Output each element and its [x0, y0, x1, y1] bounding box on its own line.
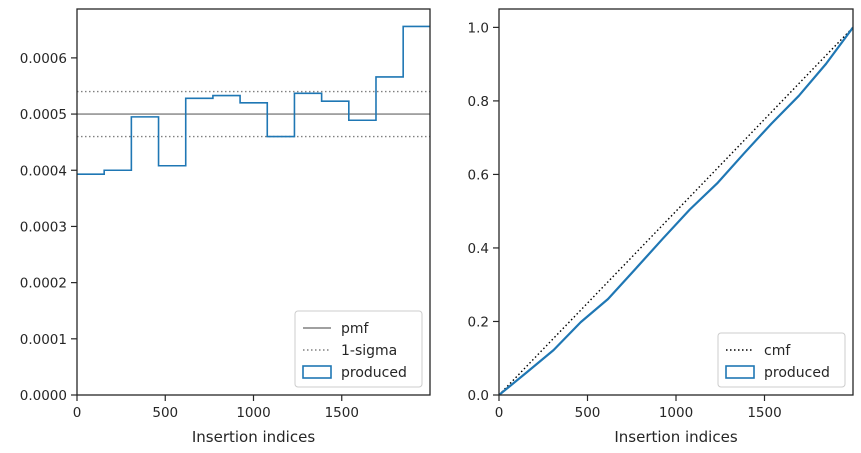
y-tick-label: 0.0003 [20, 219, 67, 235]
x-tick-label: 1000 [236, 405, 270, 421]
y-tick-label: 0.0001 [20, 332, 67, 348]
produced-histogram-step [77, 25, 430, 175]
x-tick-label: 0 [73, 405, 82, 421]
legend-label: produced [341, 365, 407, 381]
legend-box [294, 310, 423, 388]
y-tick-label: 0.0004 [20, 163, 67, 179]
right-panel-cumulative: 0 500 1000 1500 0.0 0.2 0.4 0.6 0.8 1.0 Insertion … [468, 8, 854, 446]
y-tick-label: 0.2 [468, 314, 489, 330]
y-tick-label: 0.6 [468, 167, 489, 183]
legend-label: cmf [764, 343, 791, 359]
plot-area [499, 26, 853, 395]
legend-label: pmf [341, 321, 370, 337]
x-tick-label: 1500 [325, 405, 359, 421]
y-tick-label: 0.0002 [20, 276, 67, 292]
axes-frame [498, 8, 854, 396]
x-tick-label: 0 [495, 405, 504, 421]
y-tick-label: 1.0 [468, 20, 489, 36]
legend-label: produced [764, 365, 830, 381]
legend: cmf produced [717, 332, 846, 388]
produced-cumulative-line [499, 26, 853, 395]
legend-label: 1-sigma [341, 343, 397, 359]
legend-handle-produced [725, 365, 755, 379]
y-tick-label: 0.0006 [20, 51, 67, 67]
cmf-line [499, 26, 853, 395]
plot-area [77, 25, 430, 175]
x-axis-label: Insertion indices [192, 428, 315, 446]
x-tick-label: 1500 [747, 405, 781, 421]
y-tick-label: 0.0000 [20, 388, 67, 404]
x-tick-label: 1000 [659, 405, 693, 421]
y-tick-label: 0.0005 [20, 107, 67, 123]
axes-frame [76, 8, 431, 396]
y-tick-label: 0.4 [468, 241, 489, 257]
y-tick-label: 0.0 [468, 388, 489, 404]
legend-handle-produced [302, 365, 332, 379]
legend-box [717, 332, 846, 388]
left-panel-histogram: 0 500 1000 1500 0.0000 0.0001 0.0002 0.0003 0.00… [20, 8, 431, 446]
legend: pmf 1-sigma produced [294, 310, 423, 388]
x-tick-label: 500 [575, 405, 601, 421]
x-tick-label: 500 [152, 405, 178, 421]
x-axis-label: Insertion indices [614, 428, 737, 446]
y-tick-label: 0.8 [468, 94, 489, 110]
